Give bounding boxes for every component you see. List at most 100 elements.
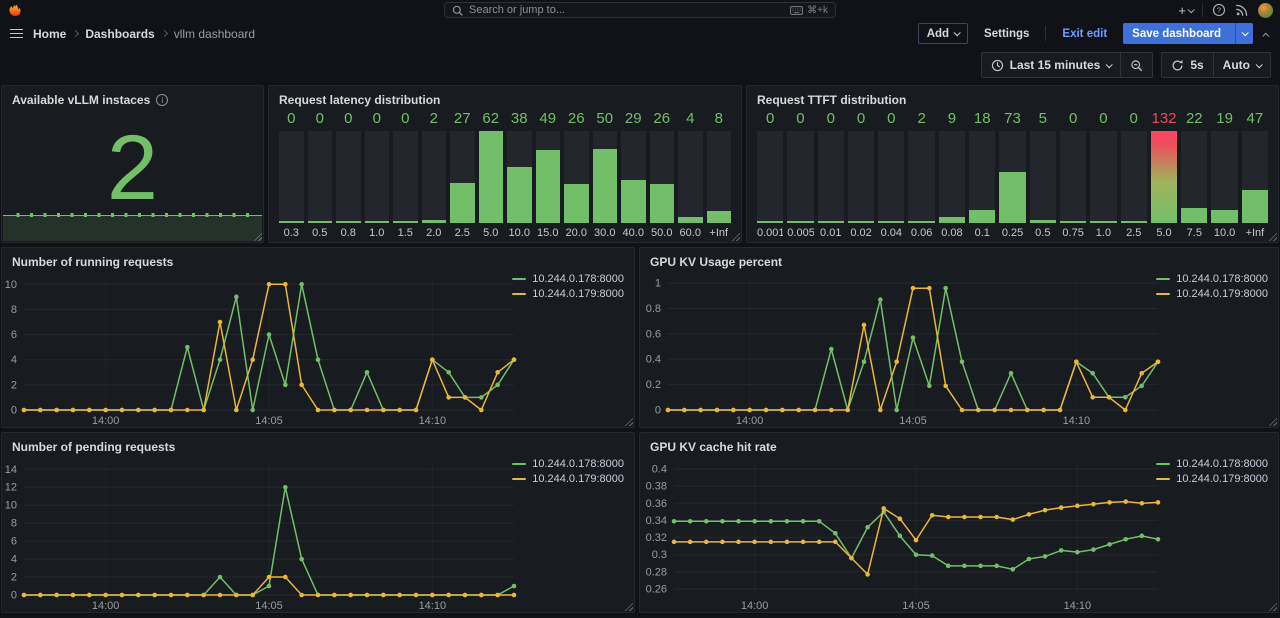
histogram-bar: 8 +Inf: [706, 110, 731, 239]
menu-icon[interactable]: [8, 27, 25, 41]
breadcrumb-dashboards[interactable]: Dashboards: [85, 26, 155, 41]
bar-value-label: 0: [1099, 110, 1108, 127]
histogram-bar: 5 0.5: [1029, 110, 1056, 239]
legend-item[interactable]: 10.244.0.179:8000: [1156, 288, 1268, 300]
help-icon[interactable]: ?: [1212, 3, 1226, 17]
panel-title-bar[interactable]: Number of pending requests: [2, 433, 634, 455]
histogram-bar: 0 0.3: [279, 110, 304, 239]
bar-track: [421, 131, 446, 223]
panel-title-bar[interactable]: Available vLLM instaces i: [2, 86, 263, 108]
bar-fill: [421, 220, 446, 223]
bar-fill: [999, 172, 1026, 223]
time-series-chart[interactable]: 0 0.2 0.4 0.6 0.8 1 14:00 14:05 14:10: [640, 270, 1278, 427]
bar-bucket-label: 20.0: [565, 227, 587, 239]
legend-item[interactable]: 10.244.0.178:8000: [1156, 273, 1268, 285]
news-icon[interactable]: [1235, 3, 1249, 17]
panel-title-bar[interactable]: Request TTFT distribution: [747, 86, 1278, 108]
add-button[interactable]: Add: [917, 23, 969, 44]
resize-handle[interactable]: [1268, 232, 1277, 241]
grafana-logo[interactable]: [7, 3, 22, 18]
svg-text:0.32: 0.32: [646, 532, 667, 544]
refresh-group: 5s Auto: [1161, 52, 1271, 78]
histogram-bar: 62 5.0: [478, 110, 503, 239]
legend-item[interactable]: 10.244.0.178:8000: [512, 273, 624, 285]
panel-title-bar[interactable]: GPU KV cache hit rate: [640, 433, 1278, 455]
resize-handle[interactable]: [624, 417, 633, 426]
bar-bucket-label: 0.5: [1035, 227, 1051, 239]
resize-handle[interactable]: [731, 232, 740, 241]
bar-value-label: 27: [453, 110, 471, 127]
bar-value-label: 0: [1068, 110, 1078, 127]
nav-right: + ?: [1178, 2, 1273, 18]
collapse-bar-button[interactable]: [1261, 27, 1272, 41]
bar-bucket-label: 2.5: [1126, 227, 1142, 239]
resize-handle[interactable]: [624, 602, 633, 611]
time-range-picker[interactable]: Last 15 minutes: [982, 53, 1121, 77]
bar-value-label: 26: [653, 110, 671, 127]
bar-track: [1241, 131, 1269, 223]
save-dashboard-dropdown[interactable]: [1235, 23, 1253, 44]
resize-handle[interactable]: [253, 232, 262, 241]
svg-text:0.38: 0.38: [646, 481, 667, 493]
stat-value: 2: [106, 117, 159, 219]
panel-title: Number of pending requests: [12, 439, 176, 454]
histogram-chart[interactable]: 0 0.3 0 0.5 0 0.8 0 1.0 0 1.5 2 2.0 27 2.5 62 5.0 38 10.0…: [269, 108, 741, 242]
chart-canvas[interactable]: 0 2 4 6 8 10 12 14 14:00 14:05 14:10: [2, 455, 634, 612]
time-series-chart[interactable]: 0 2 4 6 8 10 14:00 14:05 14:10: [2, 270, 634, 427]
chart-canvas[interactable]: 0 0.2 0.4 0.6 0.8 1 14:00 14:05 14:10: [640, 270, 1278, 427]
resize-handle[interactable]: [1268, 417, 1277, 426]
histogram-chart[interactable]: 0 0.001 0 0.005 0 0.01 0 0.02 0 0.04 2 0.06 9 0.08 18 0…: [747, 108, 1278, 242]
bar-track: [1059, 131, 1087, 223]
bar-bucket-label: 0.08: [941, 227, 963, 239]
breadcrumb: Home Dashboards vllm dashboard: [33, 27, 255, 41]
bar-bucket-label: 2.0: [426, 227, 442, 239]
legend-item[interactable]: 10.244.0.179:8000: [512, 473, 624, 485]
refresh-button[interactable]: 5s: [1162, 53, 1212, 77]
bar-track: [1211, 131, 1238, 223]
info-icon[interactable]: i: [156, 93, 169, 106]
svg-text:0.6: 0.6: [646, 328, 661, 340]
bar-track: [847, 131, 875, 223]
time-series-chart[interactable]: 0 2 4 6 8 10 12 14 14:00 14:05 14:10: [2, 455, 634, 612]
time-series-chart[interactable]: 0.26 0.28 0.3 0.32 0.34 0.36 0.38 0.4 14:00 14:05…: [640, 455, 1278, 612]
legend-item[interactable]: 10.244.0.178:8000: [512, 458, 624, 470]
panel-title-bar[interactable]: Request latency distribution: [269, 86, 741, 108]
legend-item[interactable]: 10.244.0.179:8000: [512, 288, 624, 300]
chart-canvas[interactable]: 0.26 0.28 0.3 0.32 0.34 0.36 0.38 0.4 14:00 14:05…: [640, 455, 1278, 612]
search-input[interactable]: Search or jump to... ⌘+k: [444, 2, 836, 18]
avatar[interactable]: [1258, 2, 1273, 18]
panel-request-latency: Request latency distribution 0 0.3 0 0.5 0 0.…: [268, 85, 742, 243]
svg-text:14:05: 14:05: [255, 415, 283, 427]
panel-title-bar[interactable]: Number of running requests: [2, 248, 634, 270]
chart-canvas[interactable]: 0 2 4 6 8 10 14:00 14:05 14:10: [2, 270, 634, 427]
bar-track: [787, 131, 814, 223]
add-new-button[interactable]: +: [1178, 4, 1195, 17]
svg-text:14:05: 14:05: [255, 600, 283, 612]
panel-title-bar[interactable]: GPU KV Usage percent: [640, 248, 1278, 270]
bar-fill: [279, 221, 304, 223]
zoom-out-button[interactable]: [1120, 53, 1152, 77]
bar-bucket-label: 0.04: [880, 227, 903, 239]
breadcrumb-home[interactable]: Home: [33, 26, 67, 41]
save-dashboard-button[interactable]: Save dashboard: [1123, 23, 1253, 44]
settings-button[interactable]: Settings: [976, 23, 1037, 44]
legend: 10.244.0.178:8000 10.244.0.179:8000: [1156, 458, 1268, 485]
bar-fill: [969, 210, 996, 223]
bar-track: [478, 131, 503, 223]
bar-value-label: 38: [510, 110, 528, 127]
bar-value-label: 0: [372, 110, 381, 127]
refresh-interval-picker[interactable]: Auto: [1212, 53, 1270, 77]
legend-item[interactable]: 10.244.0.179:8000: [1156, 473, 1268, 485]
svg-text:4: 4: [11, 554, 17, 566]
bar-fill: [478, 131, 503, 223]
bar-fill: [621, 179, 646, 223]
resize-handle[interactable]: [1268, 602, 1277, 611]
bar-bucket-label: 0.005: [787, 227, 814, 239]
legend-item[interactable]: 10.244.0.178:8000: [1156, 458, 1268, 470]
bar-fill: [1090, 221, 1117, 223]
bar-fill: [817, 221, 844, 223]
exit-edit-button[interactable]: Exit edit: [1054, 23, 1115, 44]
bar-value-label: 5: [1038, 110, 1047, 127]
bar-bucket-label: 1.0: [1095, 227, 1112, 239]
bar-track: [649, 131, 674, 223]
